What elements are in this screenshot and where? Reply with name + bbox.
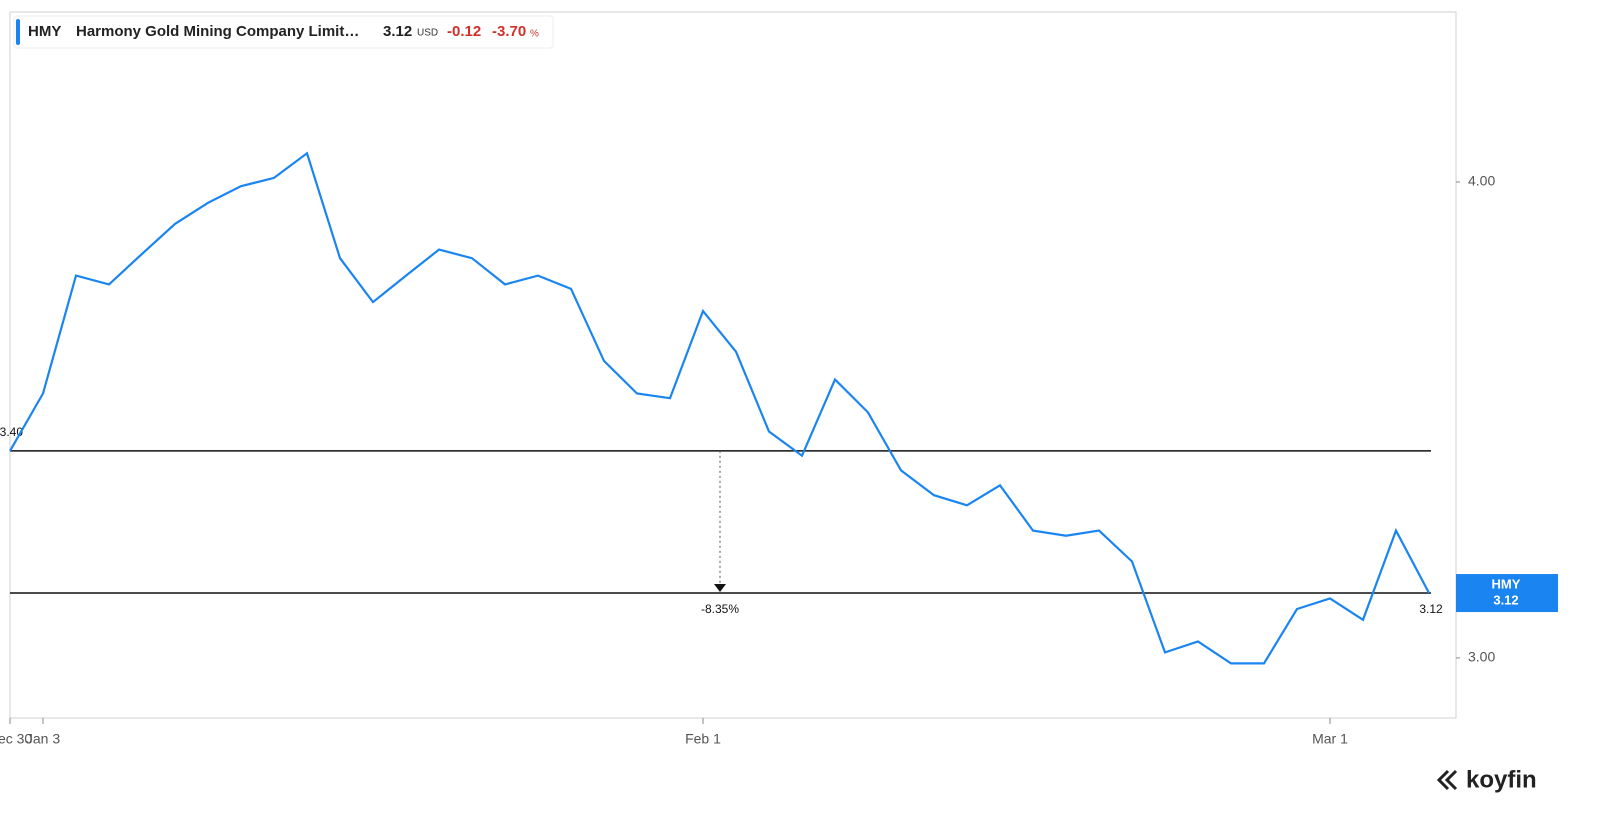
y-tick-label: 3.00 xyxy=(1468,649,1495,665)
x-tick-label: Mar 1 xyxy=(1312,731,1348,747)
price-badge-value: 3.12 xyxy=(1493,592,1518,607)
legend-swatch xyxy=(16,19,20,45)
measure-arrow-head xyxy=(714,584,726,593)
price-badge xyxy=(1456,574,1558,613)
measure-end-label: 3.12 xyxy=(1419,602,1443,616)
brand-name: koyfin xyxy=(1466,766,1537,793)
legend-change-pct: -3.70 xyxy=(492,23,526,40)
legend-pct-unit: % xyxy=(530,29,539,40)
price-line xyxy=(9,151,1430,665)
legend-currency: USD xyxy=(417,28,438,39)
legend-ticker: HMY xyxy=(28,23,61,40)
x-tick-label: Dec 30 xyxy=(0,731,32,747)
legend-box xyxy=(13,15,554,49)
plot-frame xyxy=(9,11,1457,719)
brand: koyfin xyxy=(1436,766,1537,793)
measure-change-label: -8.35% xyxy=(701,602,739,616)
legend-change: -0.12 xyxy=(447,23,481,40)
brand-logo xyxy=(1436,769,1458,791)
legend: HMY Harmony Gold Mining Company Limit… 3… xyxy=(13,15,554,49)
y-tick-label: 4.00 xyxy=(1468,173,1495,189)
legend-price: 3.12 xyxy=(383,23,412,40)
x-tick-label: Jan 3 xyxy=(26,731,60,747)
x-tick-label: Feb 1 xyxy=(685,731,721,747)
measure-start-label: 3.40 xyxy=(0,425,23,439)
price-badge-ticker: HMY xyxy=(1492,576,1521,591)
legend-company: Harmony Gold Mining Company Limit… xyxy=(76,23,359,40)
